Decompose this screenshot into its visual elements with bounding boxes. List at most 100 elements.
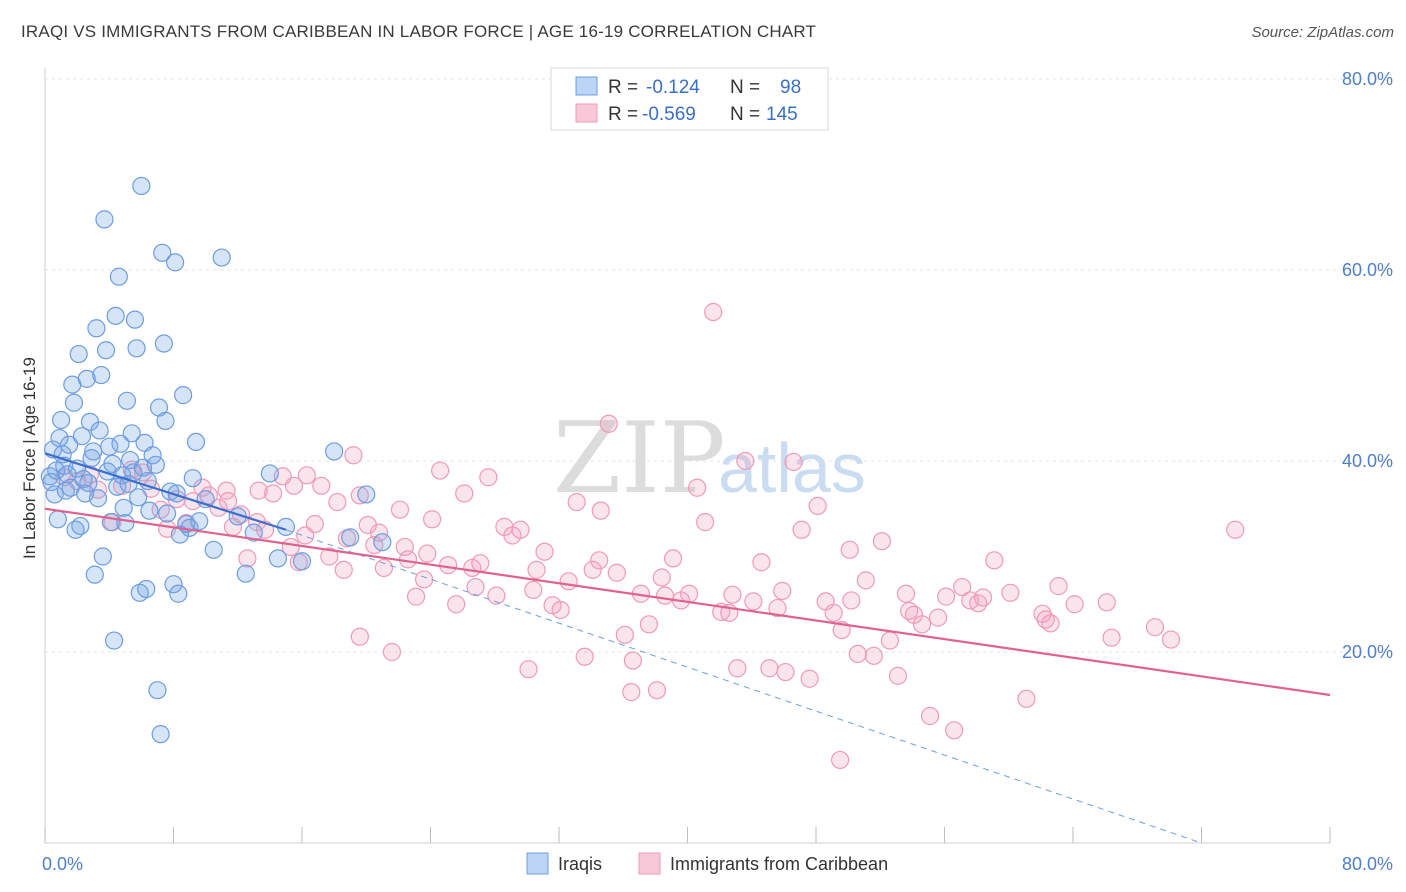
iraqi-point	[96, 341, 116, 360]
iraqi-trend-extension	[285, 529, 1202, 844]
iraqi-point	[357, 485, 376, 504]
legend-r-label: R =	[608, 77, 638, 98]
caribbean-point	[527, 560, 546, 579]
caribbean-point	[167, 490, 186, 509]
caribbean-point	[1049, 577, 1068, 596]
iraqi-point	[156, 411, 175, 430]
caribbean-point	[688, 478, 707, 497]
caribbean-point	[524, 580, 543, 600]
iraqi-point	[204, 540, 223, 559]
caribbean-point	[896, 584, 916, 603]
caribbean-point	[590, 551, 609, 570]
iraqi-point	[174, 386, 193, 405]
iraqi-point	[104, 631, 124, 650]
legend-r-label: R =	[608, 104, 638, 125]
iraqi-point	[157, 504, 177, 523]
iraqi-point	[186, 432, 206, 451]
caribbean-point	[328, 492, 347, 512]
caribbean-point	[760, 659, 779, 678]
caribbean-point	[455, 484, 474, 503]
caribbean-point	[1001, 583, 1020, 602]
series-iraqis-points	[40, 176, 392, 744]
caribbean-point	[487, 586, 506, 605]
iraqi-point	[106, 306, 125, 325]
caribbean-point	[663, 549, 683, 568]
caribbean-point	[1065, 595, 1084, 614]
caribbean-point	[1226, 520, 1245, 539]
x-tick-labels: 0.0% 80.0%	[42, 854, 1393, 874]
caribbean-point	[856, 571, 875, 590]
caribbean-point	[647, 681, 667, 700]
caribbean-point	[583, 560, 602, 579]
iraqi-point	[153, 243, 172, 262]
source-label: Source: ZipAtlas.com	[1251, 24, 1394, 41]
caribbean-point	[808, 496, 827, 515]
iraqi-point	[244, 523, 263, 542]
iraqi-point	[87, 319, 106, 338]
bottom-legend-swatch-iraqis	[526, 852, 549, 875]
y-axis-label: In Labor Force | Age 16-19	[20, 357, 39, 559]
caribbean-point	[1161, 630, 1181, 649]
iraqi-point	[77, 369, 96, 388]
iraqi-point	[45, 485, 64, 504]
iraqi-point	[325, 442, 344, 461]
caribbean-trend-line	[44, 507, 1331, 697]
iraqi-point	[183, 469, 202, 488]
caribbean-point	[728, 659, 747, 678]
legend-swatch-iraqis	[575, 76, 598, 96]
iraqi-point	[100, 437, 119, 456]
bottom-legend: Iraqis Immigrants from Caribbean	[526, 852, 888, 875]
caribbean-point	[263, 484, 283, 503]
caribbean-point	[350, 486, 369, 505]
caribbean-point	[414, 570, 434, 589]
caribbean-point	[370, 523, 389, 542]
iraqi-point	[111, 434, 130, 453]
caribbean-point	[969, 594, 988, 613]
caribbean-point	[1102, 628, 1121, 647]
iraqi-point	[71, 516, 90, 536]
iraqi-point	[169, 584, 188, 603]
caribbean-point	[723, 585, 742, 604]
iraqi-point	[90, 421, 109, 440]
caribbean-point	[784, 452, 803, 472]
y-tick-label: 40.0%	[1342, 451, 1393, 471]
iraqi-trend-line	[44, 452, 287, 531]
caribbean-point	[395, 537, 414, 557]
caribbean-point	[985, 551, 1004, 570]
iraqi-point	[119, 474, 138, 494]
caribbean-point	[800, 669, 819, 688]
legend-n-value: 145	[766, 104, 798, 125]
iraqi-point	[122, 424, 141, 443]
caribbean-point	[1097, 593, 1116, 612]
iraqi-point	[341, 528, 360, 547]
caribbean-point	[615, 625, 634, 644]
legend-n-label: N =	[730, 77, 760, 98]
caribbean-point	[350, 627, 369, 646]
iraqi-point	[72, 427, 92, 446]
series-caribbean-points	[55, 302, 1245, 770]
y-tick-label: 80.0%	[1342, 69, 1393, 89]
iraqi-point	[48, 510, 67, 529]
caribbean-point	[193, 478, 212, 497]
caribbean-point	[122, 460, 141, 479]
caribbean-point	[696, 513, 715, 532]
caribbean-point	[334, 560, 353, 579]
caribbean-point	[912, 615, 932, 634]
iraqi-point	[146, 455, 165, 474]
iraqi-point	[143, 446, 162, 465]
y-tick-labels: 20.0% 40.0% 60.0% 80.0%	[1342, 69, 1393, 662]
iraqi-point	[93, 547, 112, 566]
caribbean-point	[920, 706, 940, 726]
bottom-legend-swatch-caribbean	[638, 852, 661, 875]
caribbean-point	[623, 651, 642, 670]
axes	[44, 68, 1331, 844]
iraqi-point	[260, 464, 279, 483]
iraqi-point	[151, 725, 170, 744]
caribbean-point	[937, 587, 956, 606]
caribbean-point	[599, 414, 618, 433]
caribbean-point	[744, 592, 763, 611]
legend-n-value: 98	[780, 77, 801, 98]
caribbean-point	[768, 598, 787, 618]
legend-n-label: N =	[730, 104, 760, 125]
y-tick-label: 20.0%	[1342, 642, 1393, 662]
